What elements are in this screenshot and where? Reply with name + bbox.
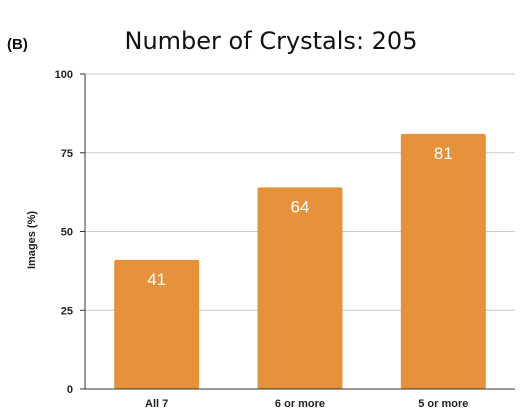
x-tick-label: 5 or more	[418, 398, 468, 410]
data-label: 41	[147, 270, 166, 289]
y-tick-label: 100	[55, 69, 73, 81]
y-tick-label: 25	[61, 305, 73, 317]
y-tick-label: 75	[61, 148, 73, 160]
bar-5-or-more	[400, 133, 486, 389]
bar-all-7	[114, 259, 200, 389]
x-tick-label: 6 or more	[275, 398, 325, 410]
y-axis-label: Images (%)	[26, 211, 38, 269]
data-label: 64	[291, 197, 310, 216]
bar-6-or-more	[257, 187, 343, 389]
bars: 41 64 81	[114, 133, 486, 389]
data-label: 81	[434, 144, 453, 163]
y-tick-label: 50	[61, 227, 73, 239]
x-tick-label: All 7	[145, 398, 168, 410]
chart-title: Number of Crystals: 205	[124, 27, 418, 55]
panel-label: (B)	[7, 36, 28, 53]
axes: 0 25 50 75 100 All 7 6 or more 5 or more	[55, 69, 515, 410]
y-tick-label: 0	[67, 384, 73, 396]
